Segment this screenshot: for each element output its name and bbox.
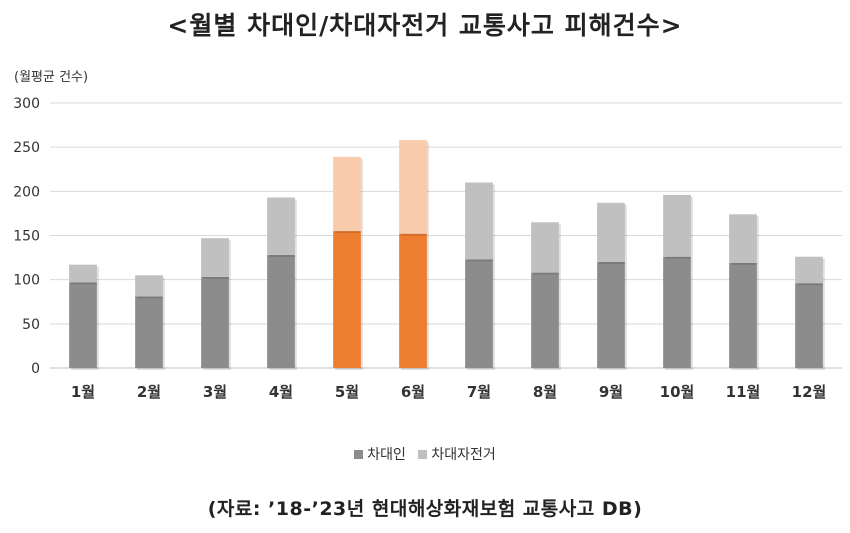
bar-10월-차대자전거 — [663, 194, 691, 257]
bar-6월-차대인 — [399, 233, 427, 368]
bar-3월-차대자전거 — [201, 238, 229, 278]
bar-2월-차대인 — [135, 296, 163, 368]
legend-label-series-1: 차대자전거 — [431, 447, 496, 463]
legend-label-series-0: 차대인 — [367, 447, 406, 463]
bar-6월-차대자전거 — [399, 140, 427, 234]
x-tick-label-10: 10월 — [660, 383, 695, 401]
bar-8월-차대자전거 — [531, 222, 559, 273]
bar-1월-차대인 — [69, 282, 97, 368]
bar-1월-차대자전거 — [69, 264, 97, 283]
y-tick-label-0: 0 — [31, 361, 40, 377]
legend-item-series-1: 차대자전거 — [418, 444, 496, 464]
legend-swatch-series-1 — [418, 450, 428, 459]
chart-title: <월별 차대인/차대자전거 교통사고 피해건수> — [167, 11, 683, 40]
bar-12월-차대자전거 — [795, 256, 823, 284]
bar-4월-차대자전거 — [267, 197, 295, 255]
bar-4월-차대인 — [267, 254, 295, 368]
source-note: (자료: ’18-’23년 현대해상화재보험 교통사고 DB) — [207, 498, 643, 520]
legend: 차대인 차대자전거 — [0, 444, 850, 464]
x-tick-label-5: 5월 — [335, 383, 359, 401]
x-tick-label-1: 1월 — [71, 383, 95, 401]
x-tick-label-8: 8월 — [533, 383, 557, 401]
bar-8월-차대인 — [531, 272, 559, 368]
bar-2월-차대자전거 — [135, 275, 163, 297]
y-axis-unit-label: (월평균 건수) — [14, 70, 89, 85]
y-tick-label-250: 250 — [13, 140, 40, 156]
bar-11월-차대인 — [729, 262, 757, 368]
x-tick-label-11: 11월 — [726, 383, 761, 401]
bar-5월-차대인 — [333, 231, 361, 368]
bar-3월-차대인 — [201, 277, 229, 368]
y-tick-label-50: 50 — [22, 317, 40, 333]
bar-10월-차대인 — [663, 256, 691, 368]
bar-9월-차대인 — [597, 262, 625, 368]
y-tick-label-200: 200 — [13, 184, 40, 200]
x-tick-label-4: 4월 — [269, 383, 293, 401]
bar-7월-차대자전거 — [465, 182, 493, 260]
bar-9월-차대자전거 — [597, 202, 625, 262]
bar-11월-차대자전거 — [729, 214, 757, 263]
x-tick-label-12: 12월 — [792, 383, 827, 401]
x-tick-label-2: 2월 — [137, 383, 161, 401]
y-tick-label-150: 150 — [13, 229, 40, 245]
x-tick-label-6: 6월 — [401, 383, 425, 401]
y-tick-label-100: 100 — [13, 273, 40, 289]
bar-12월-차대인 — [795, 283, 823, 368]
x-tick-label-9: 9월 — [599, 383, 623, 401]
x-tick-label-7: 7월 — [467, 383, 491, 401]
y-tick-label-300: 300 — [13, 96, 40, 112]
legend-swatch-series-0 — [354, 450, 364, 459]
bar-5월-차대자전거 — [333, 156, 361, 232]
legend-item-series-0: 차대인 — [354, 444, 406, 464]
bar-chart: 0 50 100 150 200 250 300 1월 2월 3월 4월 5월 6월 7월 8월 9월 10월 1… — [13, 96, 842, 401]
bar-7월-차대인 — [465, 259, 493, 368]
x-tick-label-3: 3월 — [203, 383, 227, 401]
